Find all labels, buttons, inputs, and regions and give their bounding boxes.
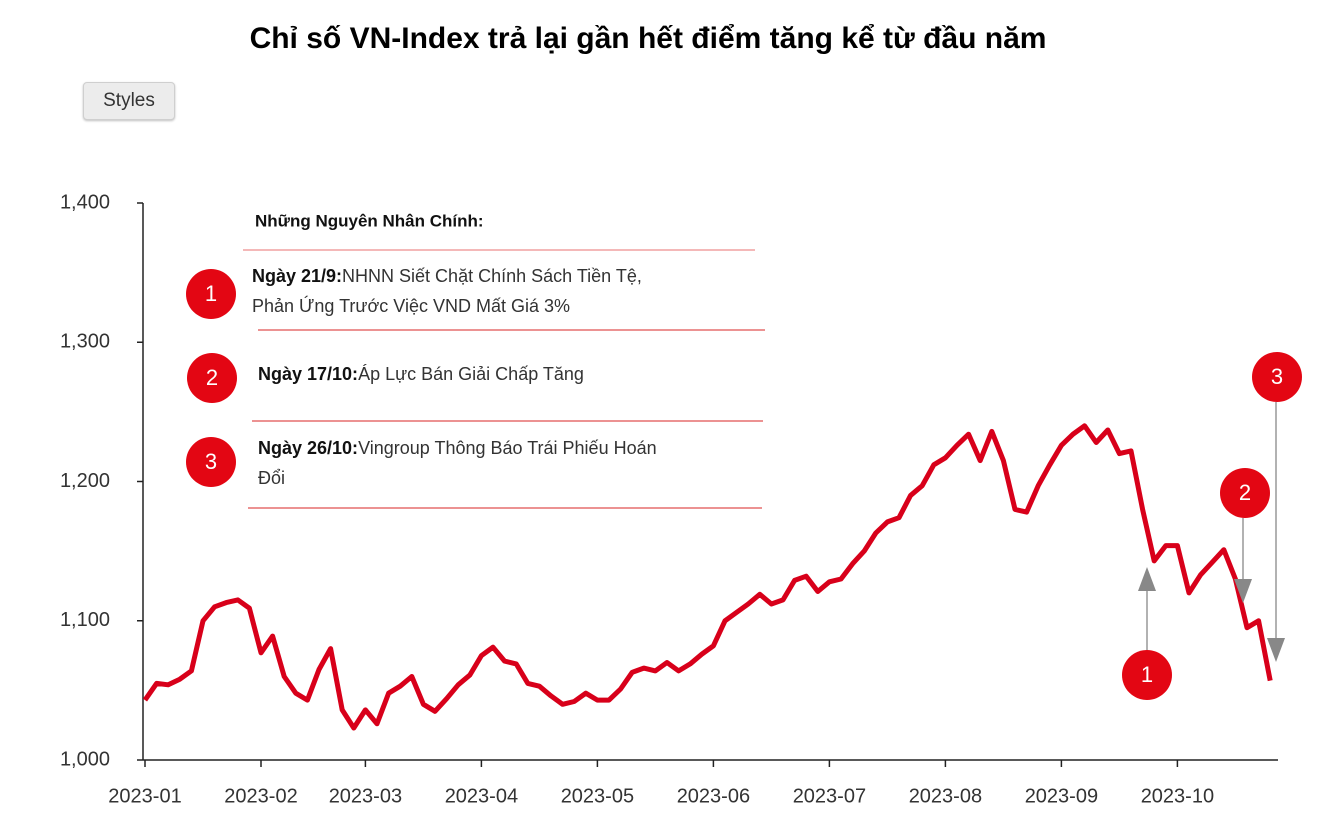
annotation-text: Vingroup Thông Báo Trái Phiếu Hoán <box>358 438 657 458</box>
number-badge <box>186 437 236 487</box>
annotation-date: Ngày 17/10: <box>258 364 358 384</box>
y-tick-label: 1,200 <box>60 470 110 492</box>
annotation-text: NHNN Siết Chặt Chính Sách Tiền Tệ, <box>342 266 642 286</box>
annotation-text: Áp Lực Bán Giải Chấp Tăng <box>358 364 584 384</box>
badge-number: 3 <box>205 449 217 474</box>
annotation-line: Ngày 17/10:Áp Lực Bán Giải Chấp Tăng <box>258 364 584 384</box>
y-tick-label: 1,400 <box>60 191 110 213</box>
annotation-title: Những Nguyên Nhân Chính: <box>255 211 484 230</box>
annotation-text: Phản Ứng Trước Việc VND Mất Giá 3% <box>252 295 570 316</box>
y-tick-label: 1,000 <box>60 748 110 770</box>
x-tick-label: 2023-04 <box>445 785 518 807</box>
annotation-line: Ngày 26/10:Vingroup Thông Báo Trái Phiếu… <box>258 438 657 458</box>
badge-number: 2 <box>206 365 218 390</box>
arrow-head <box>1138 567 1156 591</box>
x-tick-label: 2023-06 <box>677 785 750 807</box>
number-badge <box>187 353 237 403</box>
marker-badge <box>1252 352 1302 402</box>
marker-number: 2 <box>1239 480 1251 505</box>
x-tick-label: 2023-10 <box>1141 785 1214 807</box>
annotation-line: Đổi <box>258 468 285 488</box>
x-tick-label: 2023-02 <box>224 785 297 807</box>
x-tick-label: 2023-09 <box>1025 785 1098 807</box>
x-tick-label: 2023-05 <box>561 785 634 807</box>
arrow-head <box>1234 579 1252 603</box>
marker-number: 1 <box>1141 662 1153 687</box>
marker-badge <box>1220 468 1270 518</box>
chart-title: Chỉ số VN-Index trả lại gần hết điểm tăn… <box>250 22 1047 55</box>
annotation-text: Đổi <box>258 468 285 488</box>
annotation-line: Ngày 21/9:NHNN Siết Chặt Chính Sách Tiền… <box>252 266 642 286</box>
y-tick-label: 1,300 <box>60 331 110 353</box>
styles-button[interactable]: Styles <box>83 82 175 120</box>
x-tick-label: 2023-07 <box>793 785 866 807</box>
x-tick-label: 2023-03 <box>329 785 402 807</box>
number-badge <box>186 269 236 319</box>
marker-badge <box>1122 650 1172 700</box>
y-tick-label: 1,100 <box>60 609 110 631</box>
x-tick-label: 2023-08 <box>909 785 982 807</box>
arrow-head <box>1267 638 1285 662</box>
annotation-line: Phản Ứng Trước Việc VND Mất Giá 3% <box>252 295 570 316</box>
annotation-date: Ngày 21/9: <box>252 266 342 286</box>
price-line <box>142 423 1273 731</box>
badge-number: 1 <box>205 281 217 306</box>
annotation-date: Ngày 26/10: <box>258 438 358 458</box>
x-tick-label: 2023-01 <box>108 785 181 807</box>
marker-number: 3 <box>1271 364 1283 389</box>
